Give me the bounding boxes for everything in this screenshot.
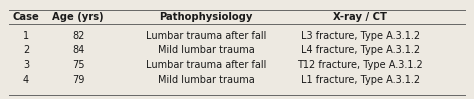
Text: 79: 79 — [72, 75, 84, 85]
Text: Case: Case — [13, 12, 39, 22]
Text: 3: 3 — [23, 60, 29, 70]
Text: Mild lumbar trauma: Mild lumbar trauma — [158, 45, 255, 55]
Text: Lumbar trauma after fall: Lumbar trauma after fall — [146, 60, 266, 70]
Text: Age (yrs): Age (yrs) — [53, 12, 104, 22]
Text: T12 fracture, Type A.3.1.2: T12 fracture, Type A.3.1.2 — [297, 60, 423, 70]
Text: 75: 75 — [72, 60, 84, 70]
Text: 2: 2 — [23, 45, 29, 55]
Text: X-ray / CT: X-ray / CT — [333, 12, 387, 22]
Text: Lumbar trauma after fall: Lumbar trauma after fall — [146, 31, 266, 41]
Text: 84: 84 — [72, 45, 84, 55]
Text: 82: 82 — [72, 31, 84, 41]
Text: L3 fracture, Type A.3.1.2: L3 fracture, Type A.3.1.2 — [301, 31, 420, 41]
Text: L4 fracture, Type A.3.1.2: L4 fracture, Type A.3.1.2 — [301, 45, 420, 55]
Text: 1: 1 — [23, 31, 29, 41]
Text: Mild lumbar trauma: Mild lumbar trauma — [158, 75, 255, 85]
Text: 4: 4 — [23, 75, 29, 85]
Text: Pathophysiology: Pathophysiology — [160, 12, 253, 22]
Text: L1 fracture, Type A.3.1.2: L1 fracture, Type A.3.1.2 — [301, 75, 420, 85]
